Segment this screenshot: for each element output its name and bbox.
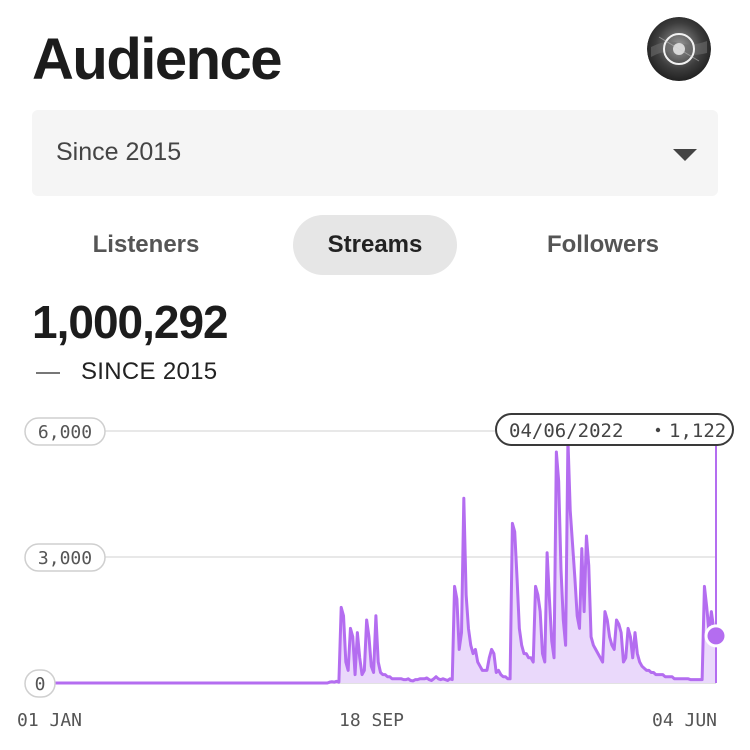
tab-label: Followers (546, 231, 660, 258)
x-tick-label: 18 SEP (339, 710, 404, 731)
date-range-select[interactable]: Since 2015 (32, 110, 718, 196)
date-range-value: Since 2015 (56, 138, 182, 166)
x-tick-label: 04 JUN (652, 710, 717, 731)
tab-streams[interactable]: Streams (293, 215, 457, 275)
y-tick: 3,000 (24, 543, 106, 572)
tab-listeners[interactable]: Listeners (60, 215, 232, 275)
streams-total: 1,000,292 (32, 296, 229, 348)
legend-label: SINCE 2015 (81, 358, 218, 385)
user-avatar-icon[interactable] (647, 17, 711, 81)
tooltip: 04/06/2022 1,122 (495, 413, 734, 446)
cursor-dot[interactable] (704, 624, 728, 648)
y-tick-label: 6,000 (38, 422, 92, 443)
tab-followers[interactable]: Followers (515, 215, 691, 275)
y-tick-label: 3,000 (38, 548, 92, 569)
legend-dash (36, 372, 60, 374)
y-tick-label: 0 (35, 674, 46, 695)
y-tick: 6,000 (24, 417, 106, 446)
series-area (52, 439, 716, 683)
tab-label: Streams (327, 231, 423, 258)
tab-label: Listeners (92, 231, 200, 258)
caret-down-icon (673, 149, 697, 161)
page-title: Audience (32, 27, 283, 92)
x-tick-label: 01 JAN (17, 710, 82, 731)
tooltip-value: 1,122 (669, 420, 726, 442)
series-line (52, 437, 718, 685)
tooltip-date: 04/06/2022 (509, 420, 623, 442)
y-tick: 0 (24, 669, 56, 698)
tooltip-separator (655, 427, 661, 433)
